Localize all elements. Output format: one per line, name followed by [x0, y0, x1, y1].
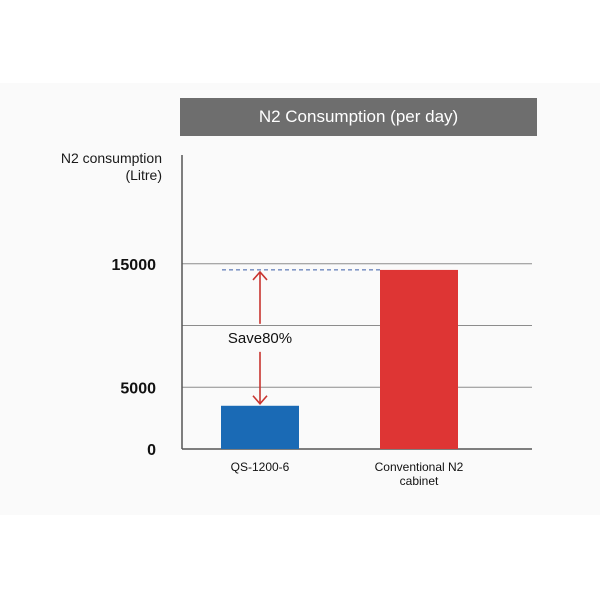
- y-tick-label: 5000: [120, 380, 156, 397]
- arrowhead-down: [252, 395, 268, 405]
- bar-conventional-n2-cabinet: [380, 269, 458, 449]
- x-category-label: QS-1200-6: [231, 460, 290, 474]
- arrowhead-up: [252, 270, 268, 281]
- y-tick-label: 15000: [112, 257, 157, 274]
- chart-title: N2 Consumption (per day): [180, 98, 537, 136]
- y-axis-label: N2 consumption (Litre): [12, 150, 162, 184]
- bar-qs-1200-6: [221, 405, 299, 449]
- x-category-label: cabinet: [400, 474, 439, 488]
- x-category-label: Conventional N2: [375, 460, 464, 474]
- savings-annotation-label: Save80%: [228, 330, 292, 347]
- y-axis-label-line-2: (Litre): [125, 167, 162, 183]
- y-axis-label-line-1: N2 consumption: [60, 150, 162, 166]
- chart-panel: [0, 83, 600, 515]
- y-tick-label: 0: [147, 442, 156, 459]
